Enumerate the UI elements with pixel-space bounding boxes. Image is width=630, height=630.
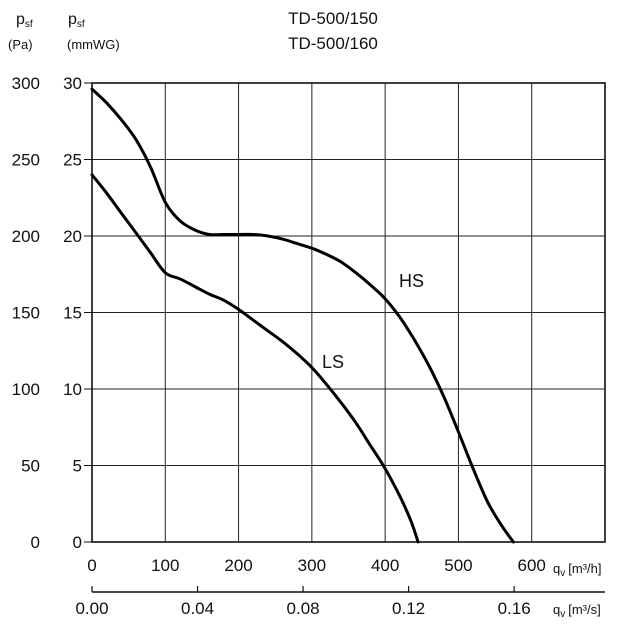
x-top-tick-label: 0	[87, 556, 96, 575]
x-top-tick-labels: 0 100 200 300 400 500 600	[87, 556, 546, 575]
x-top-tick-label: 200	[224, 556, 252, 575]
x-top-tick-label: 100	[151, 556, 179, 575]
y-left-tick-labels: 300 250 200 150 100 50 0	[12, 74, 40, 552]
y-right-tick-label: 20	[63, 227, 82, 246]
series-label-ls: LS	[322, 352, 344, 372]
x-bottom-tick-labels: 0.00 0.04 0.08 0.12 0.16	[75, 586, 531, 618]
y-left-tick-label: 250	[12, 151, 40, 170]
grid	[92, 83, 605, 542]
x-top-axis-label: qv [m³/h]	[553, 561, 601, 579]
x-bottom-tick-label: 0.04	[181, 599, 214, 618]
y-left-symbol: psf	[16, 11, 33, 30]
y-left-tick-label: 150	[12, 304, 40, 323]
y-right-unit: (mmWG)	[67, 37, 120, 52]
y-right-tick-labels: 30 25 20 15 10 5 0	[63, 74, 92, 552]
y-right-tick-label: 30	[63, 74, 82, 93]
y-left-tick-label: 300	[12, 74, 40, 93]
y-right-tick-label: 5	[73, 457, 82, 476]
y-left-tick-label: 200	[12, 227, 40, 246]
x-top-tick-label: 500	[444, 556, 472, 575]
x-top-tick-label: 600	[518, 556, 546, 575]
x-top-tick-label: 400	[371, 556, 399, 575]
x-bottom-axis-label: qv [m³/s]	[553, 602, 601, 620]
x-bottom-tick-label: 0.16	[498, 599, 531, 618]
chart-title-line-1: TD-500/150	[288, 9, 378, 28]
y-left-unit: (Pa)	[8, 37, 33, 52]
y-right-tick-label: 25	[63, 151, 82, 170]
series-line-ls	[90, 173, 420, 544]
y-right-tick-label: 15	[63, 304, 82, 323]
y-left-tick-label: 100	[12, 380, 40, 399]
y-left-tick-label: 50	[21, 457, 40, 476]
chart-title-line-2: TD-500/160	[288, 34, 378, 53]
y-right-symbol: psf	[68, 11, 85, 30]
series-label-hs: HS	[399, 271, 424, 291]
series	[90, 87, 515, 544]
x-bottom-tick-label: 0.08	[287, 599, 320, 618]
y-right-tick-label: 10	[63, 380, 82, 399]
x-top-tick-label: 300	[298, 556, 326, 575]
x-bottom-tick-label: 0.00	[75, 599, 108, 618]
y-left-tick-label: 0	[31, 533, 40, 552]
y-right-tick-label: 0	[73, 533, 82, 552]
x-bottom-tick-label: 0.12	[392, 599, 425, 618]
series-line-hs	[90, 87, 515, 544]
